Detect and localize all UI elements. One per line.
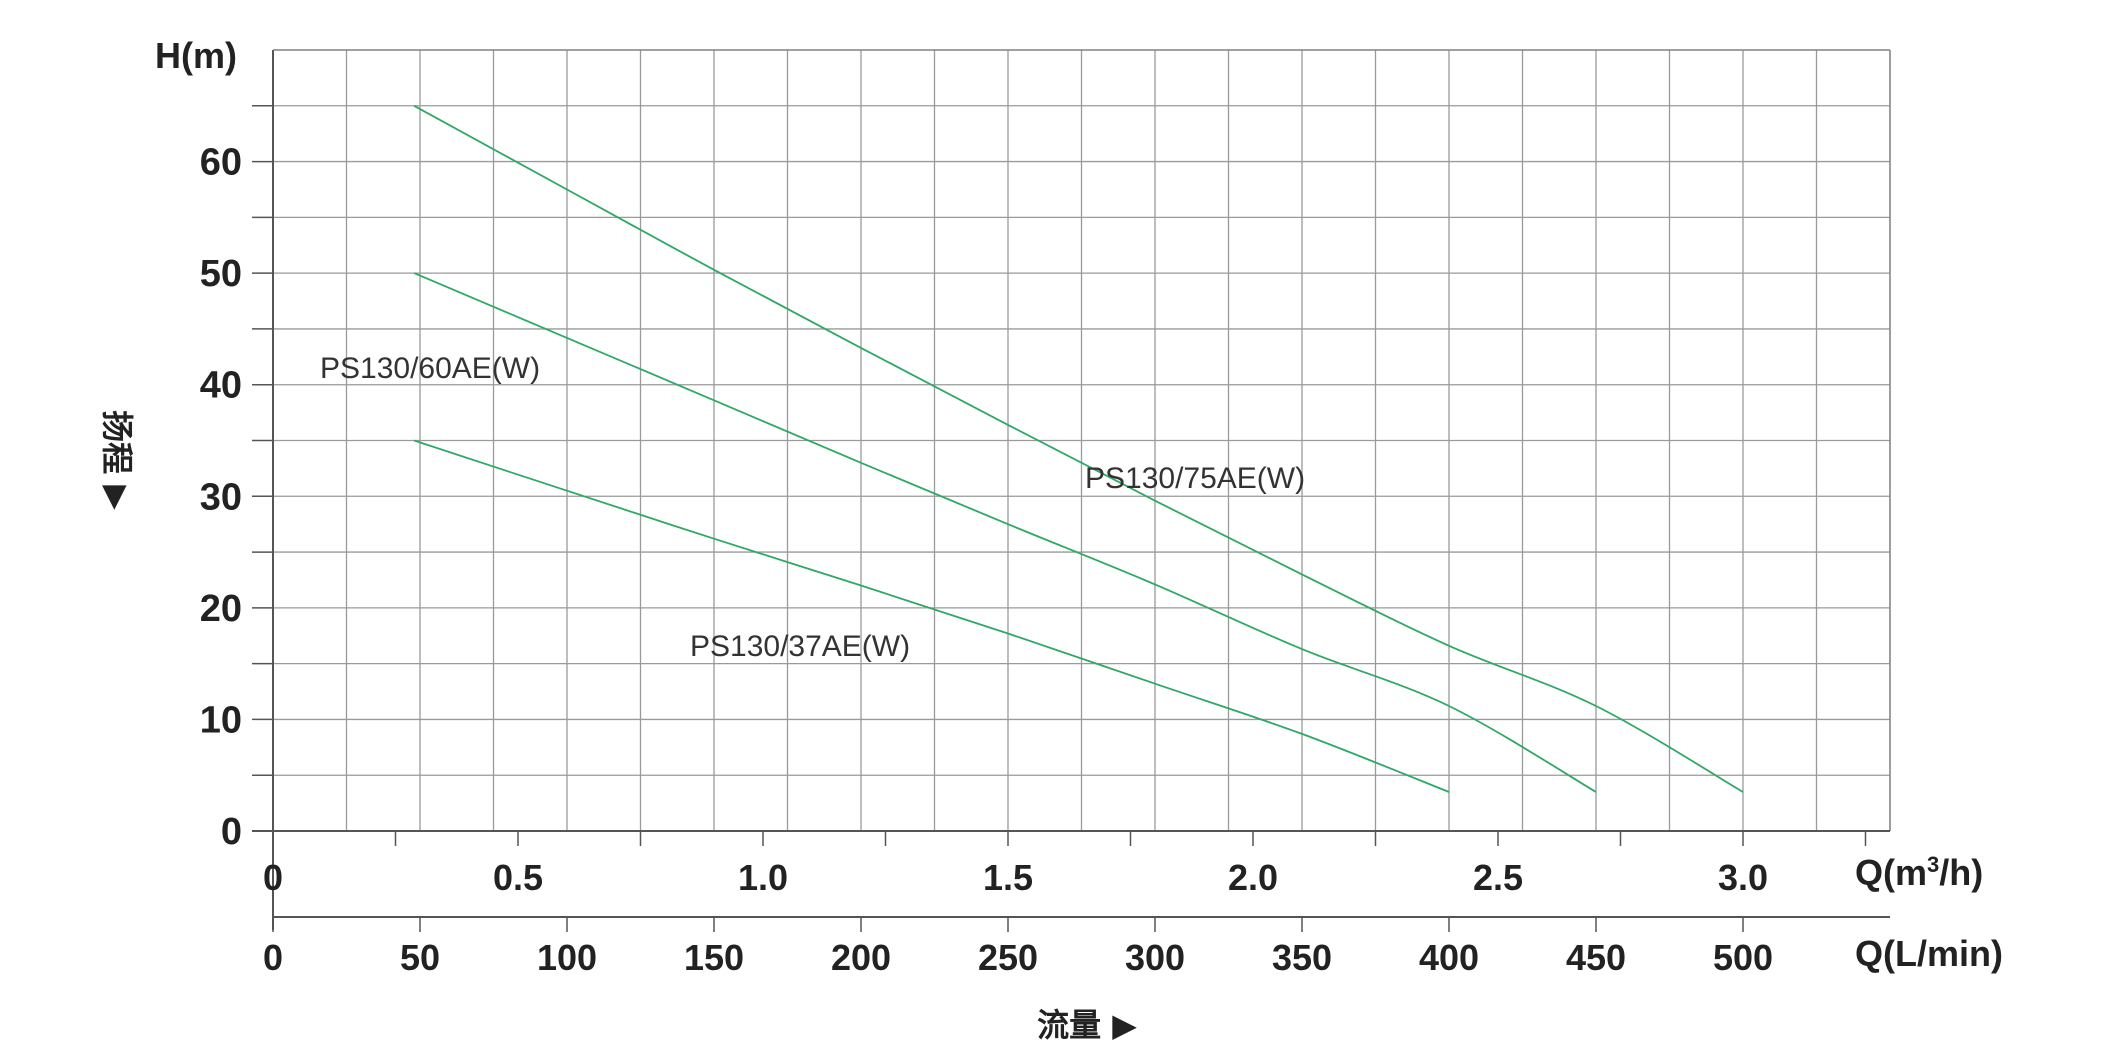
x-lmin-tick-label: 250 [978,937,1038,978]
axes [252,49,1891,932]
x-m3h-tick-label: 2.5 [1473,857,1523,898]
y-axis-title: 扬程 ▶ [98,410,136,510]
series-line-2 [413,272,1597,793]
x-m3h-label-prefix: Q(m [1855,852,1927,893]
x-axis-title: 流量 ▶ [1037,1006,1137,1044]
y-tick-labels: 0 10 20 30 40 50 60 [200,142,242,853]
x-m3h-axis-label: Q(m3/h) [1855,852,1983,893]
x-lmin-tick-label: 50 [400,937,440,978]
x-lmin-tick-label: 450 [1566,937,1626,978]
x-m3h-tick-label: 1.0 [738,857,788,898]
series-line-3 [413,439,1450,793]
x-lmin-tick-label: 400 [1419,937,1479,978]
series-label-37ae: PS130/37AE(W) [690,630,910,663]
x-m3h-tick-label: 1.5 [983,857,1033,898]
x-lmin-tick-labels: 0 50 100 150 200 250 300 350 400 450 500 [263,937,1773,978]
series-label-60ae: PS130/60AE(W) [320,352,540,385]
x-m3h-tick-label: 2.0 [1228,857,1278,898]
x-lmin-tick-label: 0 [263,937,283,978]
x-lmin-axis-label: Q(L/min) [1855,933,2003,974]
curves [413,105,1744,793]
x-lmin-tick-label: 200 [831,937,891,978]
y-tick-label: 30 [200,476,242,518]
x-m3h-tick-label: 0 [263,857,283,898]
y-tick-label: 50 [200,253,242,295]
x-lmin-tick-label: 100 [537,937,597,978]
y-tick-label: 60 [200,142,242,184]
series-line-1 [413,105,1744,793]
y-tick-label: 10 [200,699,242,741]
x-lmin-tick-label: 350 [1272,937,1332,978]
x-m3h-tick-labels: 0 0.5 1.0 1.5 2.0 2.5 3.0 [263,857,1768,898]
y-tick-label: 0 [221,811,242,853]
y-axis-unit-label: H(m) [155,35,237,76]
x-lmin-tick-label: 300 [1125,937,1185,978]
x-m3h-label-sup: 3 [1927,852,1939,877]
series-label-75ae: PS130/75AE(W) [1085,462,1305,495]
grid [273,49,1891,831]
x-m3h-label-suffix: /h) [1939,852,1983,893]
x-m3h-tick-label: 0.5 [493,857,543,898]
x-lmin-tick-label: 500 [1713,937,1773,978]
x-lmin-tick-label: 150 [684,937,744,978]
y-tick-label: 20 [200,588,242,630]
y-tick-label: 40 [200,365,242,407]
x-m3h-tick-label: 3.0 [1718,857,1768,898]
